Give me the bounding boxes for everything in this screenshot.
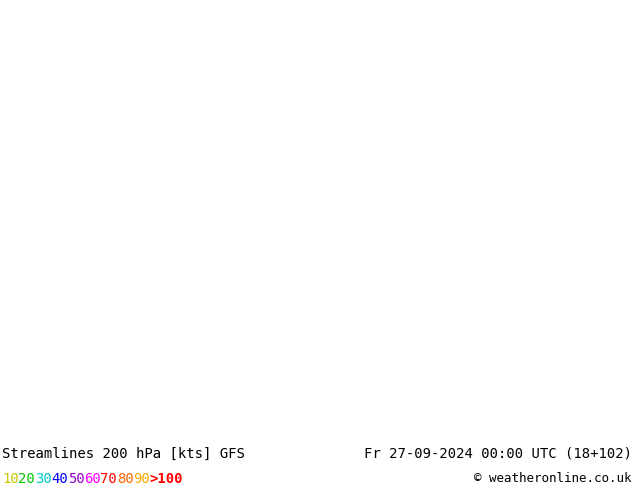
Text: 30: 30 (35, 472, 51, 486)
Text: 70: 70 (100, 472, 117, 486)
Text: Fr 27-09-2024 00:00 UTC (18+102): Fr 27-09-2024 00:00 UTC (18+102) (364, 447, 632, 461)
Text: >100: >100 (150, 472, 183, 486)
Text: 20: 20 (18, 472, 35, 486)
Text: 80: 80 (117, 472, 134, 486)
Text: 50: 50 (68, 472, 84, 486)
Text: 90: 90 (133, 472, 150, 486)
Text: © weatheronline.co.uk: © weatheronline.co.uk (474, 472, 632, 485)
Text: 60: 60 (84, 472, 101, 486)
Text: 10: 10 (2, 472, 19, 486)
Text: 40: 40 (51, 472, 68, 486)
Text: Streamlines 200 hPa [kts] GFS: Streamlines 200 hPa [kts] GFS (2, 447, 245, 461)
